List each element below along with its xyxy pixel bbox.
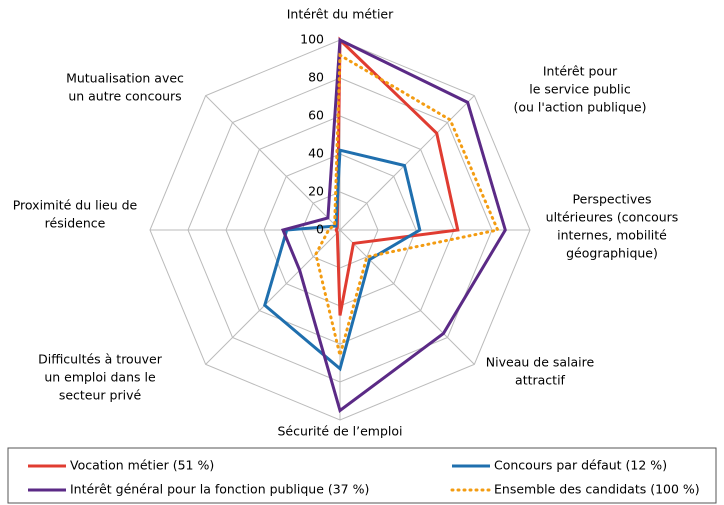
r-tick-label: 80 [308, 70, 324, 85]
category-label: Proximité du lieu de [13, 198, 138, 213]
category-label: internes, mobilité [557, 228, 667, 243]
spoke [205, 95, 341, 231]
legend-box [7, 447, 717, 504]
series-line [314, 52, 500, 356]
category-label: ultérieures (concours [546, 210, 679, 225]
category-label: (ou l'action publique) [514, 100, 647, 115]
legend-label: Ensemble des candidats (100 %) [494, 482, 700, 497]
spoke [339, 95, 475, 231]
spoke [339, 229, 475, 365]
category-label: Sécurité de l’emploi [277, 424, 402, 439]
category-label: Perspectives [573, 192, 652, 207]
r-tick-label: 100 [300, 32, 324, 47]
category-label: Intérêt pour [543, 64, 618, 79]
category-label: résidence [45, 216, 106, 231]
r-tick-label: 0 [316, 222, 324, 237]
category-label: Intérêt du métier [287, 7, 394, 22]
category-label: le service public [529, 82, 631, 97]
category-label: Difficultés à trouver [38, 352, 163, 367]
series-line [280, 37, 507, 413]
category-label: un emploi dans le [44, 370, 156, 385]
legend-label: Concours par défaut (12 %) [494, 458, 667, 473]
legend-label: Vocation métier (51 %) [70, 458, 214, 473]
category-label: Mutualisation avec [66, 71, 184, 86]
category-label: géographique) [566, 246, 658, 261]
category-label: attractif [515, 373, 566, 388]
r-tick-label: 60 [308, 108, 324, 123]
category-label: Niveau de salaire [486, 355, 595, 370]
r-tick-label: 40 [308, 146, 324, 161]
category-label: secteur privé [59, 388, 142, 403]
series-line [334, 36, 460, 316]
legend-label: Intérêt général pour la fonction publiqu… [70, 482, 369, 497]
category-label: un autre concours [68, 89, 181, 104]
series-line [263, 148, 422, 372]
r-tick-label: 20 [308, 184, 324, 199]
